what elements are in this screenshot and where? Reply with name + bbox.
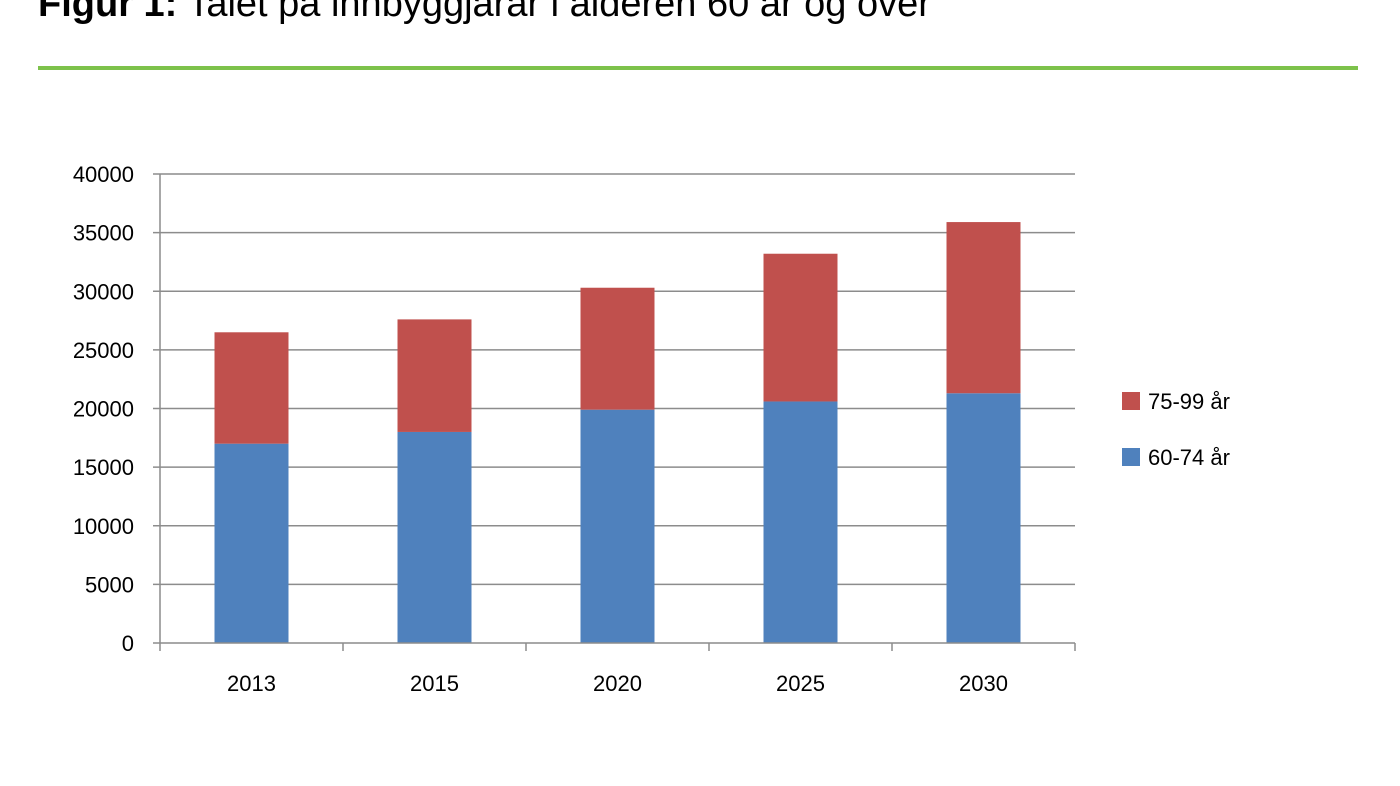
- bar-segment: [946, 222, 1021, 394]
- figure-title: Talet på innbyggjarar i alderen 60 år og…: [187, 0, 931, 25]
- bar-segment: [214, 443, 289, 643]
- y-tick-label: 40000: [73, 162, 134, 187]
- x-tick-label: 2030: [959, 671, 1008, 696]
- x-tick-label: 2013: [227, 671, 276, 696]
- bar-segment: [214, 332, 289, 444]
- y-tick-label: 30000: [73, 279, 134, 304]
- y-tick-label: 15000: [73, 455, 134, 480]
- bar-segment: [580, 409, 655, 643]
- y-tick-label: 20000: [73, 397, 134, 422]
- header-rule: [38, 66, 1358, 70]
- bar-segment: [580, 287, 655, 410]
- y-tick-label: 35000: [73, 221, 134, 246]
- y-tick-label: 0: [122, 631, 134, 656]
- figure-label: Figur 1:: [38, 0, 178, 25]
- bar-segment: [763, 401, 838, 643]
- legend-swatch: [1122, 392, 1140, 410]
- legend-label: 60-74 år: [1148, 445, 1230, 470]
- y-tick-label: 25000: [73, 338, 134, 363]
- legend-swatch: [1122, 448, 1140, 466]
- figure-header: Figur 1: Talet på innbyggjarar i alderen …: [38, 0, 931, 28]
- x-tick-label: 2025: [776, 671, 825, 696]
- bar-segment: [763, 253, 838, 402]
- x-tick-label: 2020: [593, 671, 642, 696]
- bar-segment: [946, 393, 1021, 643]
- y-tick-label: 10000: [73, 514, 134, 539]
- x-tick-label: 2015: [410, 671, 459, 696]
- bar-segment: [397, 431, 472, 643]
- legend-label: 75-99 år: [1148, 389, 1230, 414]
- bar-segment: [397, 319, 472, 432]
- y-tick-label: 5000: [85, 572, 134, 597]
